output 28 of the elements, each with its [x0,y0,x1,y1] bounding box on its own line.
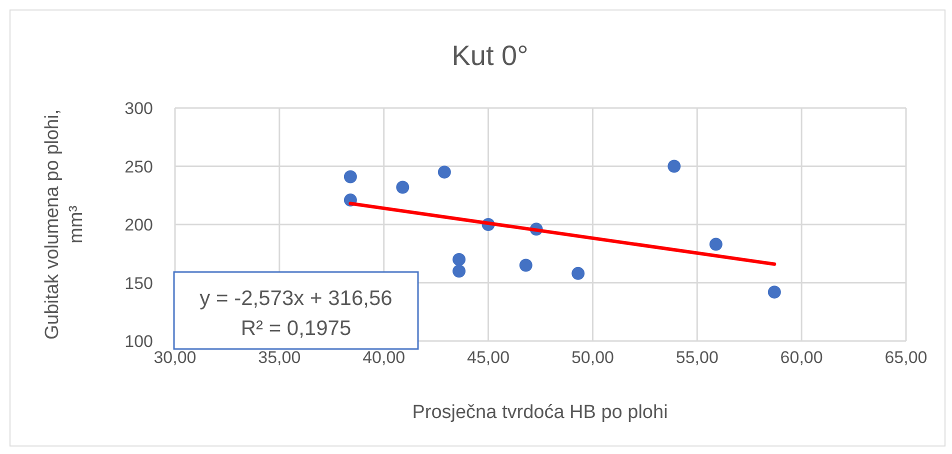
x-tick-label: 55,00 [676,348,718,367]
x-tick-label: 50,00 [571,348,614,367]
point [452,252,466,266]
x-tick-label: 35,00 [258,348,301,367]
annotation: y = -2,573x + 316,56 [200,287,392,310]
y-axis-title: Gubitak volumena po plohi, mm³ [42,109,87,340]
point [438,166,451,179]
chart-title: Kut 0° [452,40,528,71]
point [668,160,681,173]
point [709,238,722,251]
y-tick-label: 150 [124,274,153,293]
x-axis-title: Prosječna tvrdoća HB po plohi [412,402,668,423]
x-tick-label: 65,00 [884,348,928,367]
point [396,180,410,194]
x-tick-label: 40,00 [362,348,406,367]
point [768,286,781,299]
y-tick-label: 100 [124,332,153,351]
point [519,258,532,272]
x-tick-label: 45,00 [467,348,510,367]
y-tick-label: 200 [124,216,153,234]
x-tick-label: 60,00 [780,348,823,367]
y-tick-label: 250 [124,157,153,176]
x-tick-label: 30,00 [154,348,196,367]
point [572,266,585,280]
point [344,170,357,184]
y-tick-label: 300 [124,99,153,118]
point [452,264,466,278]
annotation: R² = 0,1975 [240,317,352,340]
